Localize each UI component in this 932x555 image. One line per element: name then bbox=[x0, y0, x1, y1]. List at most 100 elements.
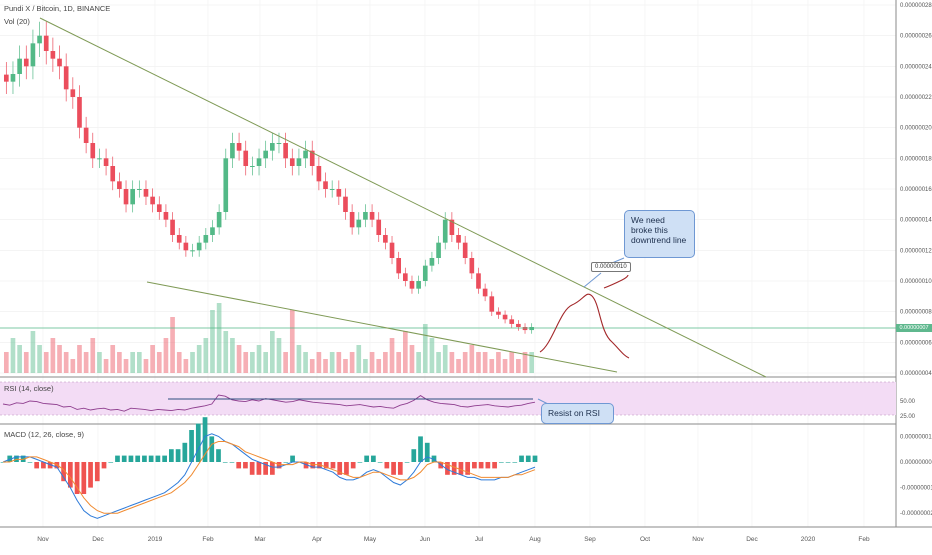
volume-bar bbox=[469, 345, 475, 373]
price-tick-label: 0.00000014 bbox=[900, 218, 932, 224]
volume-bar bbox=[376, 359, 382, 373]
macd-hist-bar bbox=[445, 462, 450, 475]
macd-hist-bar bbox=[20, 455, 26, 462]
volume-bar bbox=[349, 352, 355, 373]
macd-hist-bar bbox=[182, 442, 188, 462]
candle-body bbox=[402, 273, 408, 281]
volume-bar bbox=[323, 359, 328, 373]
candle-body bbox=[170, 219, 175, 235]
macd-hist-bar bbox=[41, 462, 46, 469]
volume-bar bbox=[509, 352, 515, 373]
candle-body bbox=[123, 189, 129, 205]
macd-hist-bar bbox=[303, 462, 309, 469]
macd-hist-bar bbox=[498, 462, 504, 463]
time-tick-label: Apr bbox=[312, 536, 323, 543]
candle-body bbox=[10, 74, 16, 82]
candle-body bbox=[436, 242, 441, 258]
macd-hist-bar bbox=[229, 462, 235, 463]
macd-hist-bar bbox=[512, 462, 518, 463]
price-tick-label: 0.00000028 bbox=[900, 3, 932, 9]
volume-bar bbox=[329, 352, 335, 373]
volume-bar bbox=[422, 324, 428, 373]
volume-bar bbox=[369, 352, 375, 373]
macd-hist-bar bbox=[236, 462, 242, 469]
volume-bar bbox=[389, 338, 395, 373]
macd-hist-bar bbox=[411, 449, 417, 462]
candle-body bbox=[336, 189, 342, 197]
macd-hist-bar bbox=[384, 462, 390, 469]
volume-bar bbox=[269, 331, 275, 373]
candle-body bbox=[136, 189, 142, 190]
macd-hist-bar bbox=[256, 462, 262, 475]
candle-body bbox=[343, 196, 348, 212]
candle-body bbox=[363, 212, 368, 220]
candle-body bbox=[529, 327, 535, 331]
breakout-callout[interactable]: We need broke this downtrend line bbox=[624, 210, 695, 258]
candle-body bbox=[216, 212, 222, 228]
macd-hist-bar bbox=[7, 455, 13, 462]
candle-body bbox=[256, 158, 262, 166]
candle-body bbox=[57, 58, 62, 67]
macd-hist-bar bbox=[47, 462, 53, 469]
macd-hist-bar bbox=[283, 462, 289, 463]
candle-body bbox=[77, 97, 82, 128]
target-price-label[interactable]: 0.00000010 bbox=[591, 262, 631, 272]
candle-body bbox=[236, 143, 242, 151]
candle-body bbox=[230, 143, 235, 159]
volume-bar bbox=[183, 359, 189, 373]
macd-hist-bar bbox=[216, 449, 221, 462]
volume-bar bbox=[136, 352, 142, 373]
volume-bar bbox=[130, 352, 136, 373]
time-tick-label: 2019 bbox=[148, 536, 163, 543]
rsi-callout[interactable]: Resist on RSI bbox=[541, 403, 614, 424]
candle-body bbox=[183, 242, 189, 251]
volume-bar bbox=[190, 352, 195, 373]
chart-title: Pundi X / Bitcoin, 1D, BINANCE bbox=[4, 4, 110, 13]
candle-body bbox=[130, 189, 136, 205]
volume-bar bbox=[103, 359, 109, 373]
volume-bar bbox=[3, 352, 9, 373]
macd-line bbox=[2, 433, 536, 519]
macd-hist-bar bbox=[357, 462, 363, 463]
candle-body bbox=[210, 227, 215, 235]
macd-hist-bar bbox=[81, 462, 87, 494]
candle-body bbox=[496, 311, 501, 315]
volume-bar bbox=[402, 331, 408, 373]
candle-body bbox=[409, 281, 415, 289]
downtrend-line[interactable] bbox=[39, 17, 767, 378]
time-tick-label: Dec bbox=[92, 536, 104, 543]
macd-hist-bar bbox=[458, 462, 464, 475]
volume-bar bbox=[230, 338, 235, 373]
volume-bar bbox=[10, 338, 16, 373]
time-tick-label: Aug bbox=[529, 536, 541, 543]
candle-body bbox=[502, 314, 508, 320]
volume-bar bbox=[196, 345, 202, 373]
volume-bar bbox=[482, 352, 488, 373]
rsi-axis-ticks: 50.00 25.00 bbox=[900, 399, 916, 420]
candle-body bbox=[143, 189, 149, 197]
support-line[interactable] bbox=[146, 281, 618, 373]
macd-hist-bar bbox=[317, 462, 322, 469]
macd-hist-bar bbox=[108, 462, 114, 463]
time-tick-label: Mar bbox=[254, 536, 266, 543]
candle-body bbox=[516, 323, 521, 327]
volume-bar bbox=[416, 352, 421, 373]
macd-hist-bar bbox=[377, 462, 383, 463]
candle-body bbox=[110, 166, 116, 182]
time-tick-label: Oct bbox=[640, 536, 650, 543]
volume-bar bbox=[143, 359, 149, 373]
candle-body bbox=[376, 219, 382, 235]
volume-bar bbox=[117, 352, 122, 373]
macd-hist-bar bbox=[128, 455, 134, 462]
candle-body bbox=[462, 242, 468, 258]
candle-body bbox=[456, 235, 461, 243]
volume-bar bbox=[363, 359, 368, 373]
macd-hist-bar bbox=[276, 462, 282, 469]
candle-body bbox=[323, 181, 328, 189]
volume-bar bbox=[150, 345, 155, 373]
candle-body bbox=[163, 212, 169, 220]
time-tick-label: Feb bbox=[858, 536, 870, 543]
last-price-label: 0.00000007 bbox=[896, 324, 932, 332]
macd-hist-bar bbox=[14, 455, 19, 462]
